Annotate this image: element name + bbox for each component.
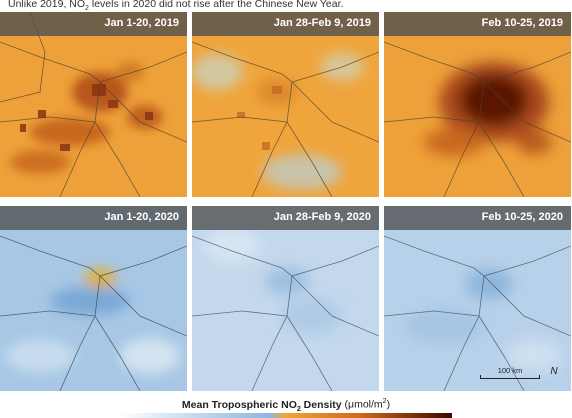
map-caption: Unlike 2019, NO2 levels in 2020 did not … [8, 0, 344, 11]
panel-header: Jan 28-Feb 9, 2019 [192, 12, 379, 36]
north-arrow-icon: N [548, 366, 560, 382]
map-panel-2020-jan28-feb9: Jan 28-Feb 9, 2020 [192, 206, 379, 391]
panel-date-label: Feb 10-25, 2019 [481, 17, 563, 29]
north-label: N [550, 366, 558, 377]
panel-header: Jan 1-20, 2020 [0, 206, 187, 230]
panel-date-label: Jan 1-20, 2020 [104, 211, 179, 223]
scale-bar: 100 km N [480, 366, 562, 386]
panel-header: Jan 28-Feb 9, 2020 [192, 206, 379, 230]
map-panel-2020-jan-1-20: Jan 1-20, 2020 [0, 206, 187, 391]
map-panel-2019-jan-1-20: Jan 1-20, 2019 [0, 12, 187, 197]
panel-date-label: Jan 1-20, 2019 [104, 17, 179, 29]
panel-header: Feb 10-25, 2019 [384, 12, 571, 36]
panel-header: Jan 1-20, 2019 [0, 12, 187, 36]
panel-date-label: Jan 28-Feb 9, 2019 [273, 17, 371, 29]
scale-bar-line [480, 378, 540, 379]
legend-color-scale [120, 413, 452, 418]
panel-date-label: Jan 28-Feb 9, 2020 [273, 211, 371, 223]
map-panel-2020-feb10-25: Feb 10-25, 2020 100 km N [384, 206, 571, 391]
map-panel-2019-feb10-25: Feb 10-25, 2019 [384, 12, 571, 197]
panel-date-label: Feb 10-25, 2020 [481, 211, 563, 223]
map-panel-2019-jan28-feb9: Jan 28-Feb 9, 2019 [192, 12, 379, 197]
legend-title: Mean Tropospheric NO2 Density (μmol/m2) [181, 398, 391, 413]
scale-bar-label: 100 km [497, 366, 523, 375]
panel-header: Feb 10-25, 2020 [384, 206, 571, 230]
